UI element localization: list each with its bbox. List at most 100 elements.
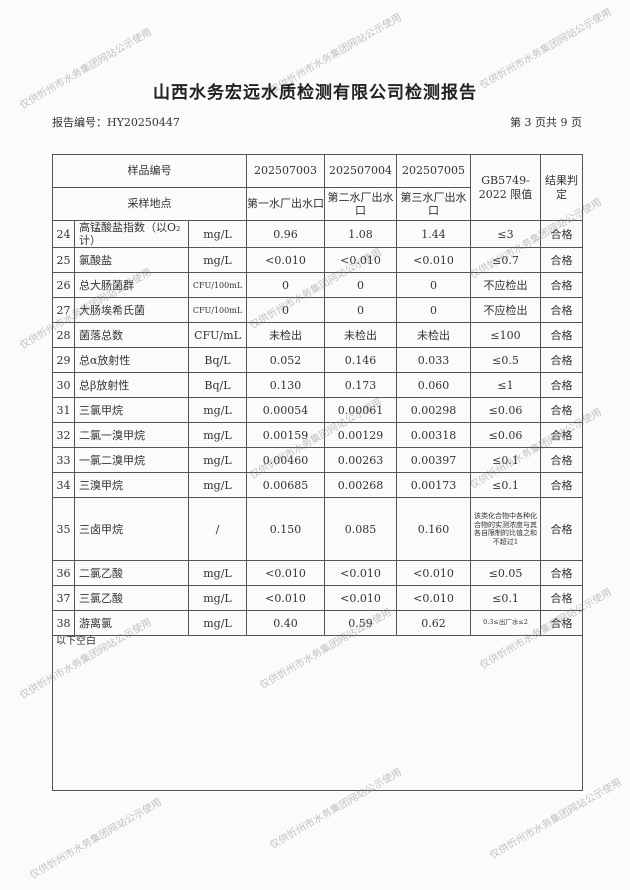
- limit: ≤0.06: [470, 422, 541, 449]
- value: 未检出: [324, 322, 397, 349]
- value: 0.130: [246, 372, 325, 399]
- item-name: 总α放射性: [74, 347, 189, 374]
- limit: ≤0.5: [470, 347, 541, 374]
- value: <0.010: [246, 560, 325, 587]
- limit: ≤0.7: [470, 247, 541, 274]
- unit: mg/L: [188, 585, 247, 612]
- value: <0.010: [324, 560, 397, 587]
- value: <0.010: [324, 247, 397, 274]
- item-number: 36: [52, 560, 75, 587]
- unit: mg/L: [188, 422, 247, 449]
- value: 0: [396, 272, 471, 299]
- table-row: 24 高锰酸盐指数（以O₂计） mg/L 0.96 1.08 1.44 ≤3 合格: [52, 219, 583, 249]
- unit: CFU/100mL: [188, 297, 247, 324]
- table-row: 31 三氯甲烷 mg/L 0.00054 0.00061 0.00298 ≤0.06 合格: [52, 397, 583, 424]
- limit: ≤0.1: [470, 472, 541, 499]
- unit: mg/L: [188, 560, 247, 587]
- result: 合格: [540, 347, 583, 374]
- item-number: 33: [52, 447, 75, 474]
- value: <0.010: [396, 247, 471, 274]
- item-number: 26: [52, 272, 75, 299]
- result: 合格: [540, 472, 583, 499]
- location: 第二水厂出水口: [324, 187, 397, 221]
- item-name: 三氯乙酸: [74, 585, 189, 612]
- header-row-sample: 样品编号 202507003 202507004 202507005 GB574…: [52, 154, 583, 221]
- blank-area: 以下空白: [52, 630, 583, 791]
- result: 合格: [540, 610, 583, 637]
- result: 合格: [540, 247, 583, 274]
- results-table: 样品编号 202507003 202507004 202507005 GB574…: [52, 154, 583, 637]
- item-number: 31: [52, 397, 75, 424]
- result: 合格: [540, 497, 583, 562]
- value: 0.59: [324, 610, 397, 637]
- value: 0: [246, 297, 325, 324]
- unit: mg/L: [188, 447, 247, 474]
- item-number: 34: [52, 472, 75, 499]
- table-row: 33 一氯二溴甲烷 mg/L 0.00460 0.00263 0.00397 ≤0.1 合格: [52, 447, 583, 474]
- sample-no: 202507003: [246, 154, 325, 188]
- value: 0: [246, 272, 325, 299]
- value: 0.00263: [324, 447, 397, 474]
- value: 0.060: [396, 372, 471, 399]
- item-name: 一氯二溴甲烷: [74, 447, 189, 474]
- value: 0.160: [396, 497, 471, 562]
- value: 0.00397: [396, 447, 471, 474]
- value: 0: [396, 297, 471, 324]
- unit: mg/L: [188, 397, 247, 424]
- value: 0.00159: [246, 422, 325, 449]
- item-name: 总β放射性: [74, 372, 189, 399]
- item-name: 高锰酸盐指数（以O₂计）: [74, 219, 189, 249]
- result: 合格: [540, 297, 583, 324]
- value: 0.00298: [396, 397, 471, 424]
- item-number: 30: [52, 372, 75, 399]
- result: 合格: [540, 272, 583, 299]
- value: 0.00173: [396, 472, 471, 499]
- value: <0.010: [396, 560, 471, 587]
- item-name: 二氯乙酸: [74, 560, 189, 587]
- sample-no: 202507005: [396, 154, 471, 188]
- limit: ≤1: [470, 372, 541, 399]
- unit: Bq/L: [188, 372, 247, 399]
- item-name: 大肠埃希氏菌: [74, 297, 189, 324]
- value: 0.62: [396, 610, 471, 637]
- unit: mg/L: [188, 219, 247, 249]
- table-row: 32 二氯一溴甲烷 mg/L 0.00159 0.00129 0.00318 ≤0.06 合格: [52, 422, 583, 449]
- item-name: 游离氯: [74, 610, 189, 637]
- value: 0: [324, 297, 397, 324]
- page-info: 第 3 页共 9 页: [510, 116, 582, 129]
- item-name: 三氯甲烷: [74, 397, 189, 424]
- item-name: 三卤甲烷: [74, 497, 189, 562]
- value: 0.00129: [324, 422, 397, 449]
- value: 0.00268: [324, 472, 397, 499]
- result: 合格: [540, 585, 583, 612]
- result: 合格: [540, 422, 583, 449]
- watermark: 仅供忻州市水务集团网站公示使用: [28, 796, 164, 882]
- result: 合格: [540, 322, 583, 349]
- table-row: 38 游离氯 mg/L 0.40 0.59 0.62 0.3≤出厂水≤2 合格: [52, 610, 583, 637]
- value: 0.96: [246, 219, 325, 249]
- blank-note: 以下空白: [56, 636, 96, 647]
- value: 0.052: [246, 347, 325, 374]
- limit: 不应检出: [470, 272, 541, 299]
- value: <0.010: [246, 247, 325, 274]
- value: 0.00061: [324, 397, 397, 424]
- limit: ≤0.06: [470, 397, 541, 424]
- limit: ≤0.1: [470, 447, 541, 474]
- unit: mg/L: [188, 610, 247, 637]
- unit: /: [188, 497, 247, 562]
- table-row: 36 二氯乙酸 mg/L <0.010 <0.010 <0.010 ≤0.05 合格: [52, 560, 583, 587]
- result: 合格: [540, 372, 583, 399]
- result: 合格: [540, 397, 583, 424]
- value: 0.00318: [396, 422, 471, 449]
- value: 0.033: [396, 347, 471, 374]
- value: 0.00685: [246, 472, 325, 499]
- unit: CFU/100mL: [188, 272, 247, 299]
- item-name: 二氯一溴甲烷: [74, 422, 189, 449]
- item-number: 35: [52, 497, 75, 562]
- value: 未检出: [246, 322, 325, 349]
- item-number: 28: [52, 322, 75, 349]
- value: 未检出: [396, 322, 471, 349]
- item-name: 氯酸盐: [74, 247, 189, 274]
- item-number: 25: [52, 247, 75, 274]
- sample-no-label: 样品编号: [52, 154, 247, 188]
